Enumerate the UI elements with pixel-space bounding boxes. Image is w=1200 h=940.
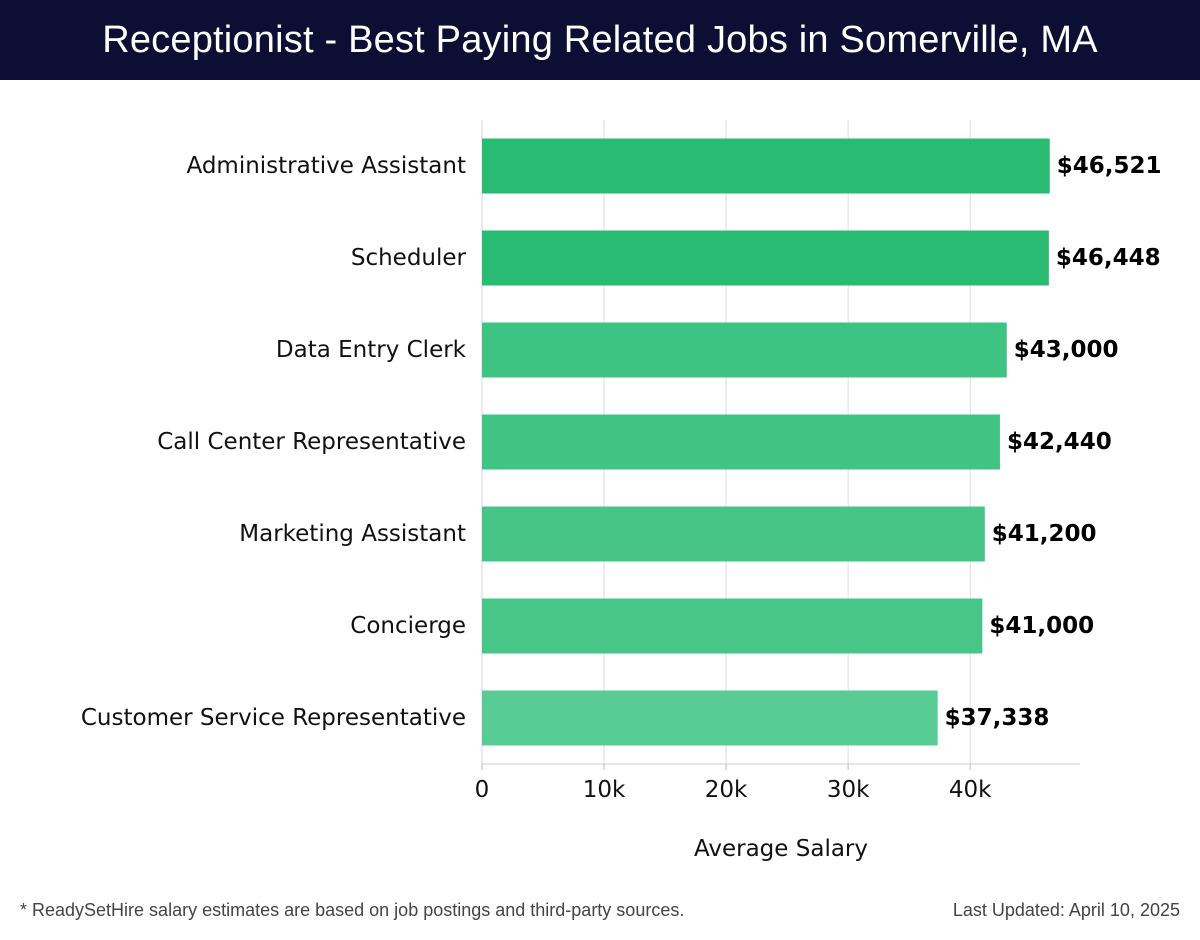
bar	[482, 138, 1050, 194]
bar	[482, 690, 938, 746]
x-tick-label: 30k	[827, 777, 870, 803]
bar-chart: Administrative Assistant $46,521 Scheduler…	[81, 120, 1162, 862]
bar	[482, 322, 1007, 378]
value-label: $41,200	[992, 521, 1097, 547]
x-tick-label: 20k	[705, 777, 748, 803]
category-label: Customer Service Representative	[81, 705, 466, 731]
bar	[482, 506, 985, 562]
bar	[482, 414, 1000, 470]
category-label: Administrative Assistant	[186, 153, 466, 179]
bar	[482, 598, 983, 654]
category-label: Marketing Assistant	[239, 521, 466, 547]
value-label: $43,000	[1014, 337, 1119, 363]
value-label: $46,448	[1056, 245, 1161, 271]
category-label: Concierge	[350, 613, 466, 639]
category-label: Scheduler	[351, 245, 467, 271]
x-tick-label: 0	[475, 777, 490, 803]
last-updated: Last Updated: April 10, 2025	[952, 900, 1180, 920]
footer-note: * ReadySetHire salary estimates are base…	[20, 900, 685, 920]
chart-title: Receptionist - Best Paying Related Jobs …	[102, 18, 1098, 61]
bar	[482, 230, 1049, 286]
value-label: $37,338	[945, 705, 1050, 731]
x-tick-label: 10k	[583, 777, 626, 803]
category-label: Call Center Representative	[157, 429, 466, 455]
category-label: Data Entry Clerk	[276, 337, 467, 363]
value-label: $42,440	[1007, 429, 1112, 455]
x-tick-label: 40k	[949, 777, 992, 803]
value-label: $46,521	[1057, 153, 1162, 179]
title-bar: Receptionist - Best Paying Related Jobs …	[0, 0, 1200, 80]
value-label: $41,000	[989, 613, 1094, 639]
x-axis-title: Average Salary	[694, 836, 868, 862]
